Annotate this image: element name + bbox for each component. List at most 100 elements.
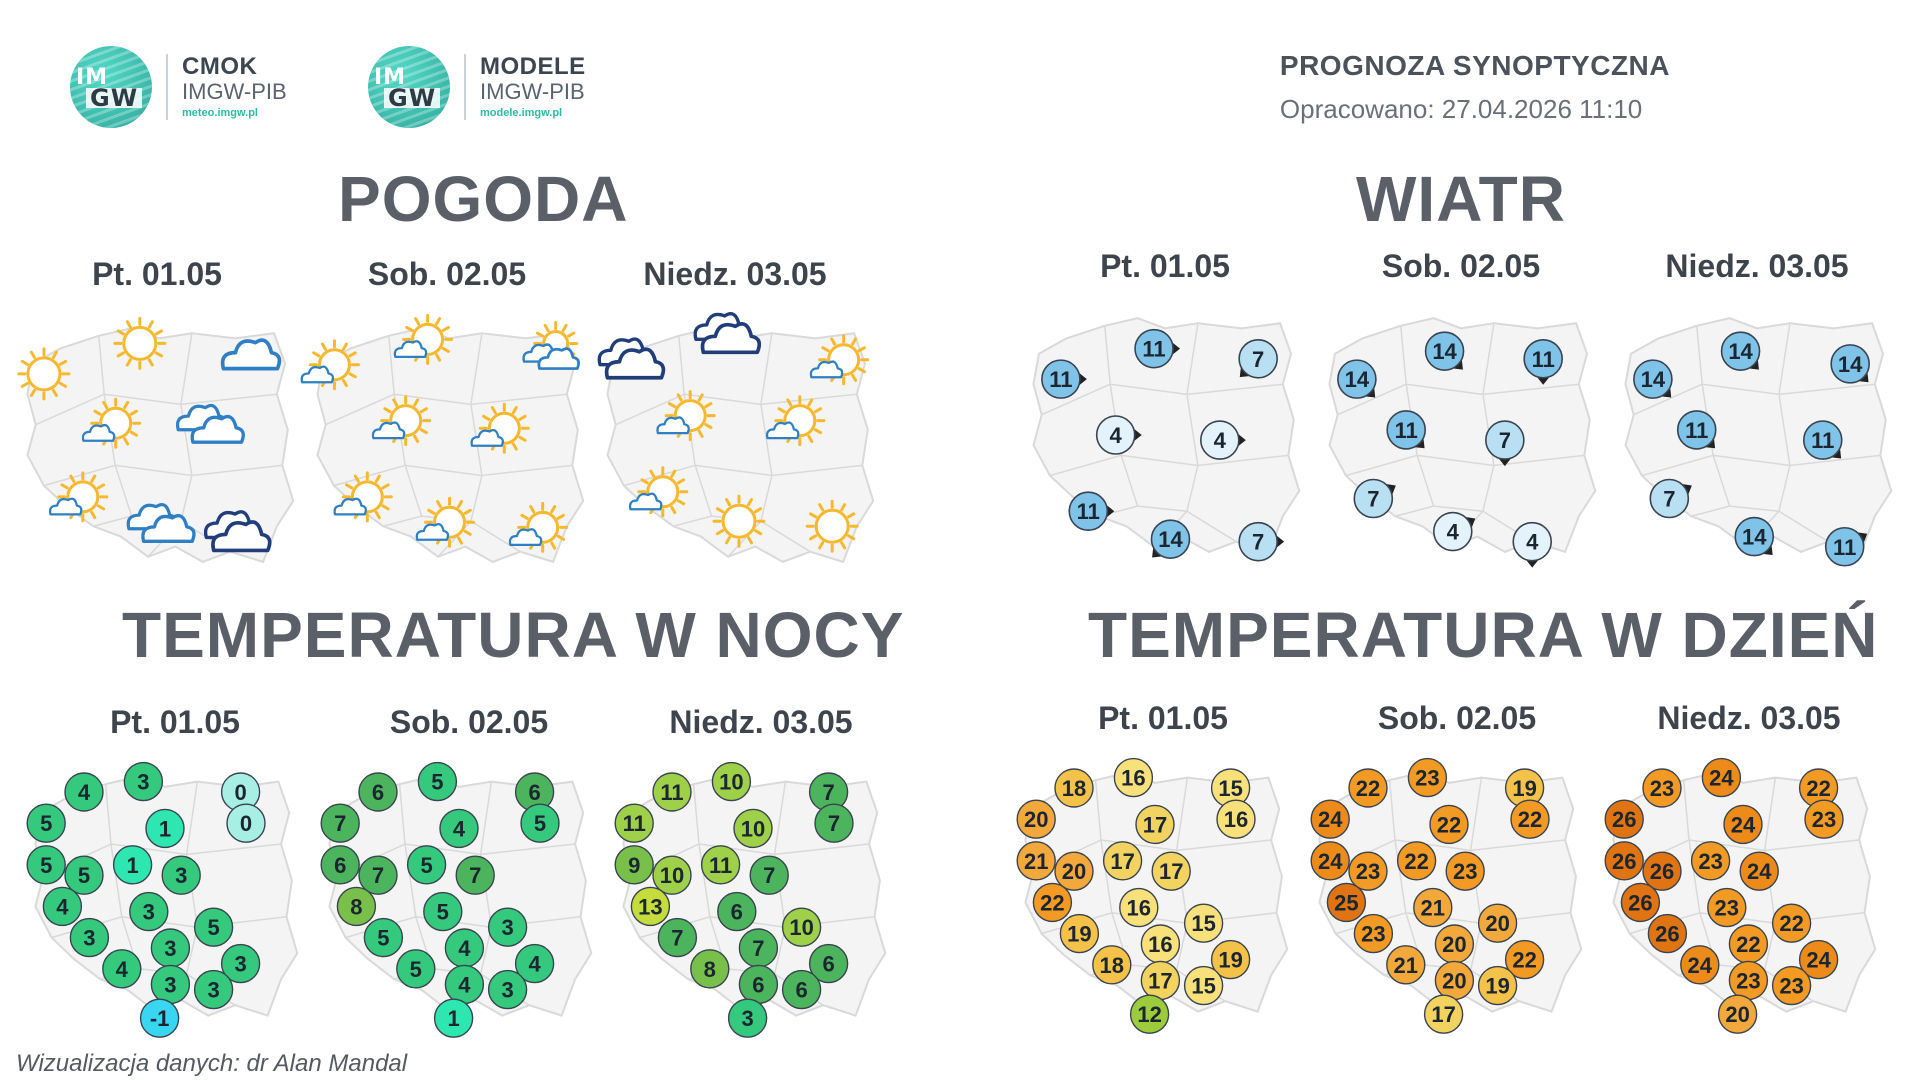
temperature-value: 5 [377,926,389,951]
temperature-value: 7 [828,811,840,836]
logo-name: CMOK [182,53,258,80]
wind-marker: 14 [1720,331,1761,371]
logo-divider [464,54,466,120]
wind-map-day-2: 14 14 11 11 7 7 4 4 [1328,317,1597,568]
daytemp-day-1: Pt. 01.05 [1098,700,1228,736]
temperature-value: 4 [116,957,129,982]
temperature-marker: 22 [1348,768,1388,808]
temperature-marker: 7 [657,917,698,958]
temperature-marker: 16 [1113,757,1154,798]
temperature-value: 1 [447,1006,459,1031]
sun-icon [113,316,167,370]
forecast-header: PROGNOZA SYNOPTYCZNA Opracowano: 27.04.2… [1280,50,1670,125]
cloud-icon [371,421,406,440]
wind-marker: 4 [1432,511,1476,552]
imgw-logo-icon: IM GW [368,46,450,128]
region-border [1137,505,1237,543]
wind-marker: 11 [1676,410,1717,450]
temperature-marker: 3 [129,891,169,932]
forecast-prepared: Opracowano: 27.04.2026 11:10 [1279,94,1643,124]
temperature-value: 0 [240,811,252,836]
temperature-value: 3 [164,972,176,997]
wind-speed-value: 14 [1641,367,1666,392]
weather-symbol [656,390,716,442]
sun-icon [17,347,71,401]
temperature-value: 5 [431,770,443,795]
temperature-marker: 23 [1642,768,1682,808]
wind-marker: 11 [1523,338,1563,385]
temperature-marker: 18 [1054,768,1094,808]
temperature-marker: 22 [1504,939,1545,980]
temperature-value: 23 [1715,896,1739,921]
temperature-value: 5 [40,811,52,836]
temperature-value: 22 [1779,911,1803,936]
temperature-value: -1 [150,1006,170,1031]
temperature-value: 23 [1650,776,1674,801]
weather-day-3: Niedz. 03.05 [643,256,827,292]
temperature-value: 15 [1218,776,1242,801]
wind-day-2: Sob. 02.05 [1381,248,1541,284]
wind-speed-value: 11 [1532,347,1555,372]
title-day-temp: TEMPERATURA W DZIEŃ [1088,599,1879,671]
temperature-value: 17 [1110,849,1134,874]
temperature-marker: 20 [1434,960,1475,1001]
temperature-marker: 10 [733,808,773,849]
wind-speed-value: 7 [1663,487,1675,512]
temperature-value: 3 [501,915,513,940]
temperature-marker: 7 [738,928,779,968]
temperature-marker: 22 [1429,804,1469,845]
temperature-value: 0 [234,780,246,805]
temperature-marker: 16 [1140,924,1181,964]
temperature-value: 6 [795,978,807,1003]
temperature-marker: 6 [320,845,360,885]
temperature-value: 22 [1437,812,1461,837]
temperature-marker: 6 [514,772,555,812]
cloud-icon [190,414,245,444]
weather-symbol [393,313,454,365]
temperature-value: 26 [1655,922,1679,947]
temperature-marker: 26 [1604,841,1644,881]
temperature-marker: 5 [64,855,104,895]
wind-marker: 4 [1200,420,1246,460]
weather-symbol [126,503,196,543]
temperature-marker: 23 [1407,757,1448,798]
temperature-value: 18 [1062,776,1086,801]
weather-map-day-2 [300,313,585,564]
temperature-value: 10 [660,863,684,888]
temperature-marker: 22 [1396,841,1437,881]
daytemp-day-3: Niedz. 03.05 [1657,700,1841,736]
title-wind: WIATR [1356,163,1566,235]
wind-speed-value: 11 [1142,337,1165,362]
night-day-2: Sob. 02.05 [389,704,549,740]
temperature-marker: 16 [1216,799,1256,839]
temperature-value: 7 [372,863,384,888]
temperature-marker: 9 [614,845,654,885]
logo-modele[interactable]: IM GW MODELE IMGW-PIB modele.imgw.pl [368,42,586,132]
logo-cmok[interactable]: IM GW CMOK IMGW-PIB meteo.imgw.pl [70,42,287,132]
logo-divider [166,54,168,120]
temperature-marker: 19 [1504,768,1545,808]
temperature-value: 5 [40,853,52,878]
temperature-value: 23 [1361,922,1385,947]
temperature-value: 16 [1121,766,1145,791]
weather-symbol [522,321,580,370]
title-weather: POGODA [338,163,629,235]
cloud-icon [470,429,504,447]
temperature-marker: 6 [808,943,849,984]
temperature-value: 22 [1404,849,1428,874]
sun-icon [805,499,859,553]
wind-speed-value: 4 [1526,530,1539,555]
wind-speed-value: 4 [1214,428,1227,453]
temperature-value: 6 [731,900,743,925]
temperature-marker: 22 [1798,768,1839,808]
temperature-marker: 8 [336,886,377,927]
wind-marker: 14 [1337,359,1377,399]
cloud-dark-icon [700,322,762,355]
temperature-value: 1 [126,853,138,878]
wind-speed-value: 14 [1728,339,1753,364]
temperature-marker: 15 [1183,965,1224,1006]
temperature-value: 22 [1512,948,1536,973]
